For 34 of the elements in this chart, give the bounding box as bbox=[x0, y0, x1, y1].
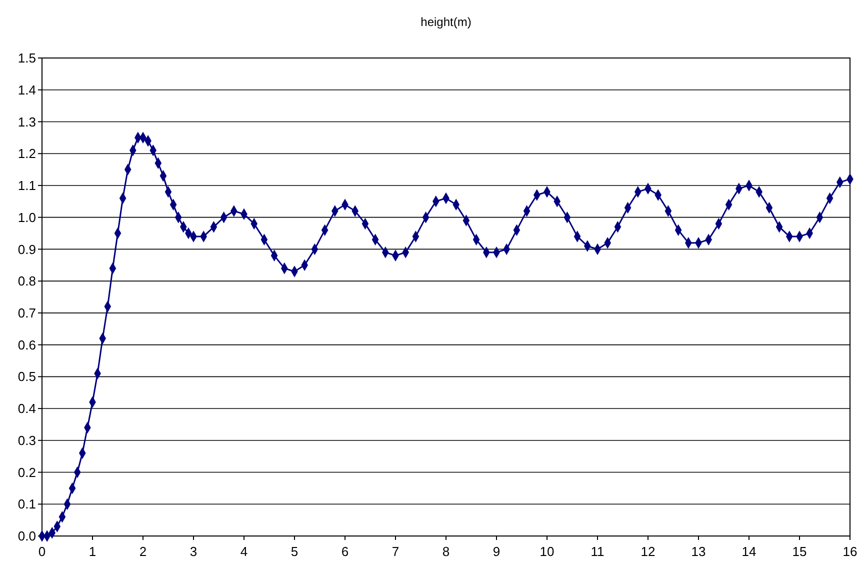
y-tick-label: 1.2 bbox=[18, 146, 36, 162]
y-tick-label: 0.3 bbox=[18, 432, 36, 448]
y-tick-label: 0.8 bbox=[18, 274, 36, 289]
x-tick-label: 12 bbox=[640, 544, 656, 559]
y-tick-label: 0.5 bbox=[18, 369, 36, 384]
y-tick-label: 1.5 bbox=[18, 50, 36, 66]
x-tick-label: 4 bbox=[240, 544, 248, 559]
x-tick-label: 2 bbox=[139, 544, 147, 559]
chart-title: height(m) bbox=[420, 15, 472, 29]
x-tick-label: 5 bbox=[290, 544, 298, 559]
x-tick-label: 0 bbox=[38, 544, 46, 559]
y-tick-label: 0.4 bbox=[18, 401, 36, 416]
y-tick-label: 1.4 bbox=[18, 82, 36, 98]
x-tick-label: 8 bbox=[442, 544, 450, 559]
y-tick-label: 1.1 bbox=[18, 178, 36, 194]
y-tick-label: 0.2 bbox=[18, 464, 36, 480]
y-tick-label: 0.0 bbox=[18, 528, 36, 544]
y-tick-label: 0.6 bbox=[18, 337, 36, 352]
x-tick-label: 3 bbox=[190, 544, 198, 559]
x-tick-label: 14 bbox=[742, 544, 756, 559]
y-tick-label: 1.0 bbox=[18, 210, 36, 225]
x-tick-label: 16 bbox=[842, 544, 858, 559]
x-tick-label: 13 bbox=[691, 544, 706, 559]
x-tick-label: 9 bbox=[492, 544, 500, 559]
x-tick-label: 10 bbox=[540, 544, 554, 559]
y-tick-label: 0.1 bbox=[18, 496, 36, 512]
x-tick-label: 7 bbox=[392, 544, 400, 559]
x-tick-label: 11 bbox=[590, 544, 604, 559]
y-tick-label: 1.3 bbox=[18, 114, 36, 130]
y-tick-label: 0.7 bbox=[18, 305, 36, 320]
x-tick-label: 1 bbox=[88, 544, 96, 559]
x-tick-label: 6 bbox=[341, 544, 349, 559]
y-tick-label: 0.9 bbox=[18, 242, 36, 257]
x-tick-label: 15 bbox=[792, 544, 807, 559]
